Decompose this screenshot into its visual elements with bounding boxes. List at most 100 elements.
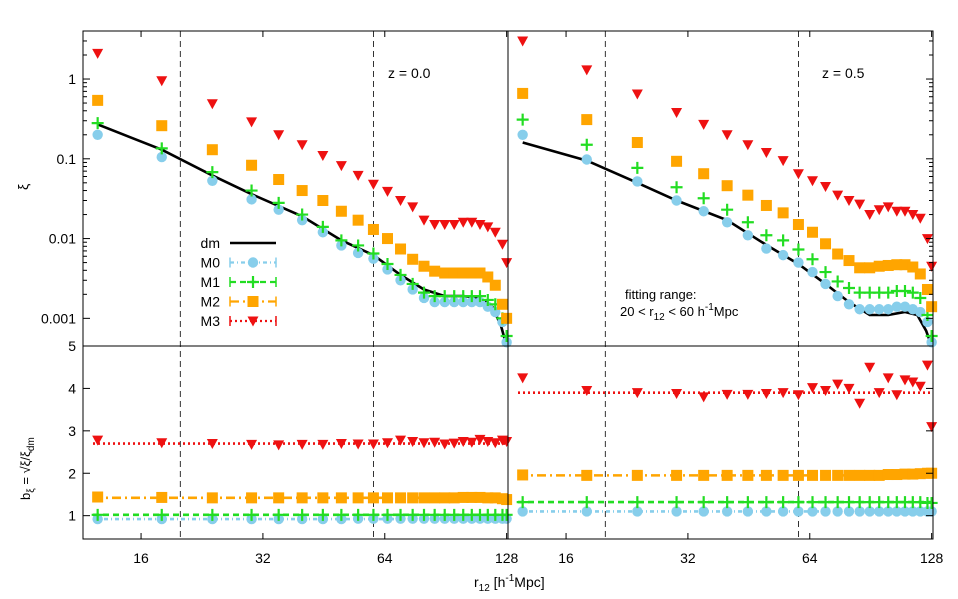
M1-bias-point-0-13 <box>418 508 431 521</box>
M1-bias-point-0-11 <box>394 508 407 521</box>
M2-xi-point-0-20 <box>482 271 494 283</box>
M2-xi-point-1-4 <box>698 168 710 180</box>
M2-xi-point-1-17 <box>882 259 894 271</box>
M0-xi-point-1-6 <box>742 230 754 241</box>
M3-xi-point-1-0 <box>517 36 529 47</box>
M2-xi-point-1-23 <box>926 301 938 313</box>
M3-bias-point-1-9 <box>792 390 804 401</box>
M3-bias-point-0-4 <box>273 440 285 451</box>
M1-xi-point-0-20 <box>481 293 494 306</box>
M1-xi-point-1-17 <box>882 286 895 299</box>
legend-label-dm: dm <box>201 235 220 251</box>
M3-xi-point-1-7 <box>760 147 772 158</box>
M0-bias-point-1-19 <box>899 506 911 517</box>
y-tick-label-bottom-0: 1 <box>68 508 76 524</box>
M1-xi-point-0-11 <box>394 268 407 281</box>
M2-xi-point-0-12 <box>407 253 419 265</box>
M0-xi-point-1-18 <box>891 301 903 312</box>
M2-xi-point-1-20 <box>907 261 919 273</box>
fit-range-title: fitting range: <box>625 287 697 302</box>
M0-xi-point-1-4 <box>698 206 709 217</box>
M1-xi-point-1-14 <box>853 286 866 299</box>
M1-bias-point-1-4 <box>697 496 710 509</box>
M3-xi-point-1-23 <box>926 261 938 272</box>
M3-xi-point-1-12 <box>832 190 844 201</box>
M0-bias-point-1-21 <box>915 506 926 517</box>
M3-xi-point-1-19 <box>899 206 911 217</box>
M1-xi-point-1-7 <box>760 229 773 242</box>
M0-xi-point-1-19 <box>899 301 911 312</box>
M1-xi-point-1-19 <box>898 285 911 298</box>
M2-xi-point-0-3 <box>246 159 258 171</box>
M2-bias-point-1-2 <box>631 469 643 481</box>
M2-xi-point-1-13 <box>843 255 855 267</box>
M2-bias-point-0-5 <box>296 492 308 504</box>
M1-bias-point-1-11 <box>819 496 832 509</box>
M0-xi-point-1-10 <box>807 266 818 278</box>
M3-xi-point-0-22 <box>496 239 508 250</box>
M1-bias-point-1-10 <box>806 496 819 509</box>
M3-bias-point-1-19 <box>899 375 911 386</box>
M1-bias-point-1-2 <box>631 496 644 509</box>
M0-bias-point-1-20 <box>907 506 919 517</box>
M1-bias-point-0-6 <box>316 508 329 521</box>
M2-bias-point-1-1 <box>581 469 593 481</box>
M3-bias-point-0-15 <box>439 439 451 450</box>
M1-bias-point-0-9 <box>367 508 380 521</box>
M2-bias-point-1-16 <box>873 469 885 481</box>
M1-xi-point-0-23 <box>500 330 513 343</box>
M0-bias-point-1-3 <box>671 506 682 517</box>
M3-xi-point-1-13 <box>843 196 855 207</box>
M2-xi-point-0-6 <box>317 195 329 207</box>
M0-xi-point-1-1 <box>581 154 592 165</box>
M3-xi-point-0-18 <box>466 217 478 228</box>
M1-xi-point-1-20 <box>906 286 919 299</box>
M0-xi-point-1-3 <box>671 195 682 206</box>
M3-xi-point-0-23 <box>501 258 513 269</box>
M3-xi-point-0-4 <box>273 130 285 141</box>
M3-xi-point-0-13 <box>418 215 430 226</box>
M0-xi-point-1-15 <box>864 304 875 315</box>
y-tick-label-bottom-2: 3 <box>68 423 76 439</box>
y-tick-label-top-3: 0.001 <box>41 310 76 326</box>
M2-xi-point-1-15 <box>864 262 876 274</box>
M3-bias-point-0-16 <box>448 438 460 449</box>
M2-bias-point-0-19 <box>474 491 486 503</box>
M1-xi-point-1-12 <box>831 275 844 288</box>
M1-xi-point-0-14 <box>428 290 441 303</box>
M2-bias-point-1-4 <box>698 469 710 481</box>
M0-bias-point-1-2 <box>632 506 643 517</box>
x-tick-label-0-0: 16 <box>133 550 149 566</box>
M0-xi-point-1-22 <box>922 316 933 328</box>
M0-xi-point-1-16 <box>874 304 885 315</box>
M1-bias-point-0-1 <box>155 508 168 521</box>
M3-xi-point-1-10 <box>806 176 818 187</box>
M3-bias-point-0-5 <box>296 439 308 450</box>
M2-xi-point-1-9 <box>792 219 804 231</box>
M2-xi-point-0-23 <box>501 312 513 324</box>
M1-bias-point-1-13 <box>843 496 856 509</box>
x-tick-label-0-2: 64 <box>377 550 393 566</box>
M3-xi-point-0-17 <box>457 217 469 228</box>
M1-xi-point-0-6 <box>316 220 329 233</box>
M3-xi-point-1-15 <box>864 210 876 221</box>
M3-bias-point-1-20 <box>907 377 919 388</box>
M1-bias-point-0-14 <box>428 508 441 521</box>
M2-xi-point-0-21 <box>489 279 501 291</box>
y-axis-label-bottom: bξ = √ξ/ξdm <box>18 437 37 500</box>
M3-bias-point-1-15 <box>864 362 876 373</box>
M3-xi-point-1-4 <box>698 119 710 130</box>
M3-xi-point-1-2 <box>631 89 643 100</box>
M3-bias-point-1-13 <box>843 383 855 394</box>
M2-xi-point-1-21 <box>914 268 926 280</box>
M1-xi-point-1-13 <box>843 282 856 295</box>
M2-xi-point-0-0 <box>92 94 104 106</box>
M0-bias-point-1-12 <box>832 506 843 517</box>
M2-bias-point-1-3 <box>671 469 683 481</box>
x-tick-label-0-1: 32 <box>255 550 271 566</box>
M0-bias-point-1-10 <box>807 506 818 517</box>
M2-bias-point-1-20 <box>907 468 919 480</box>
M3-bias-point-0-2 <box>206 439 218 450</box>
M1-xi-point-1-6 <box>741 216 754 229</box>
M3-bias-point-1-10 <box>806 383 818 394</box>
